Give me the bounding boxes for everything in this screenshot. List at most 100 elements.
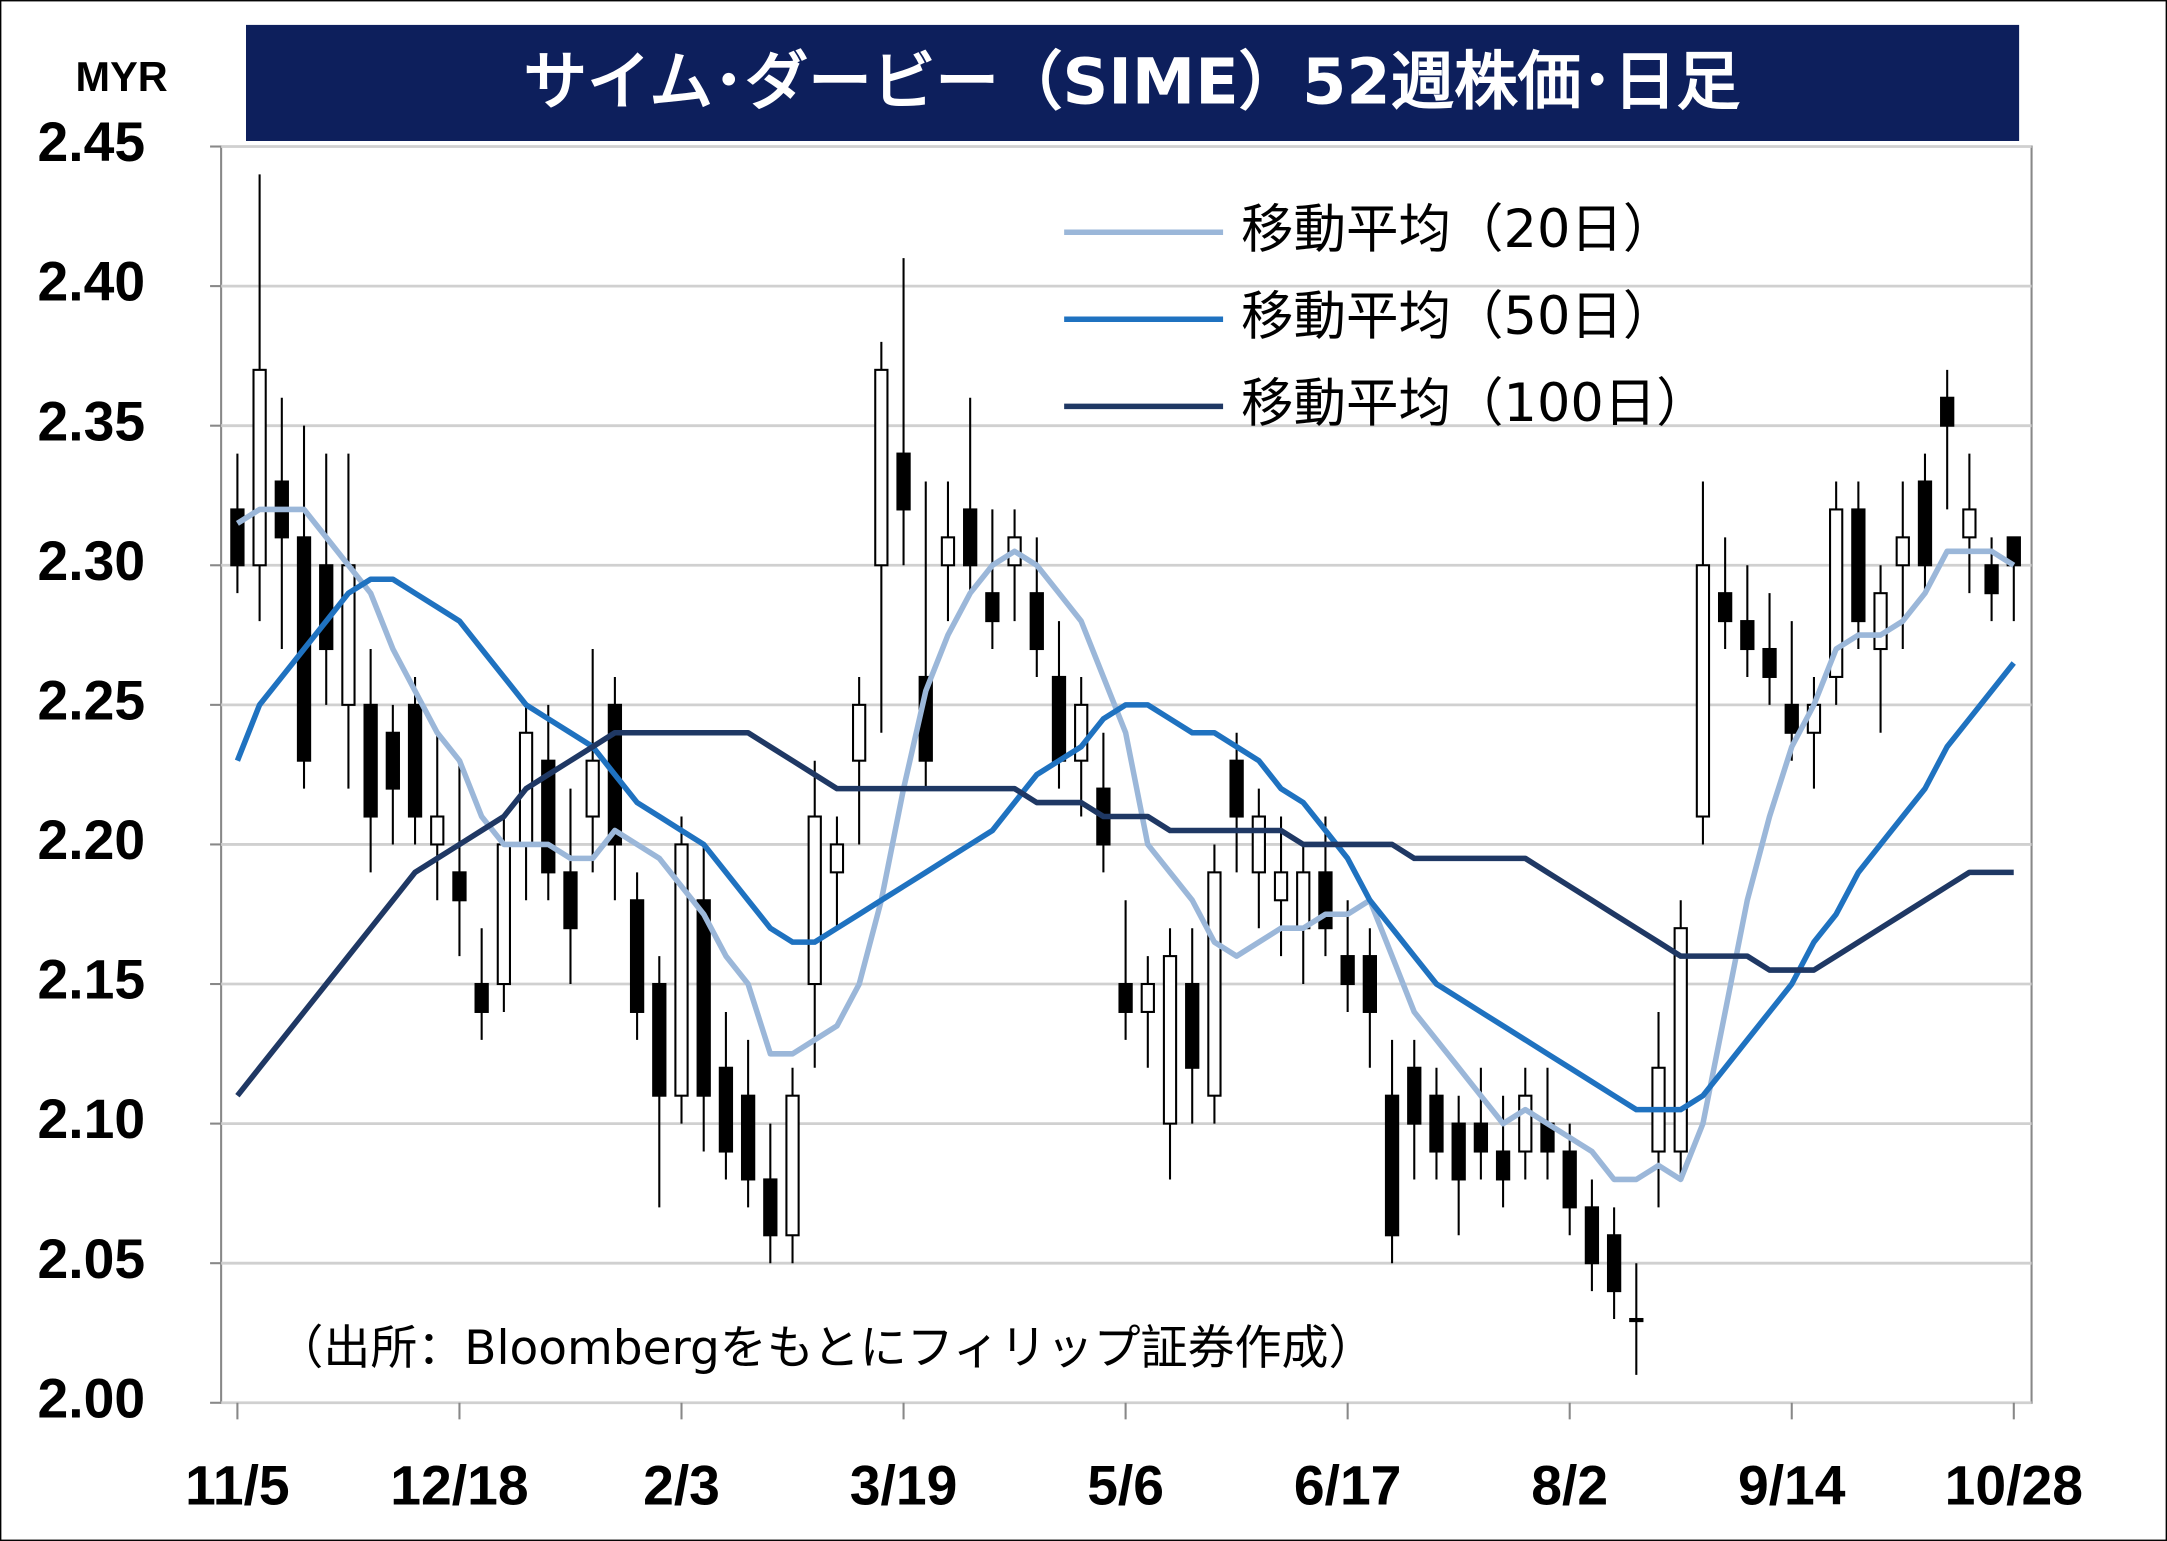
candle-body — [1051, 675, 1067, 762]
y-tick-label: 2.45 — [38, 111, 146, 173]
moving-average-line — [235, 506, 2016, 1183]
moving-average-line — [234, 576, 2016, 1113]
candle-body — [1895, 536, 1910, 567]
candle-body — [1273, 871, 1289, 902]
plot-area — [220, 145, 2033, 1404]
candle-body — [1851, 508, 1866, 623]
y-tick-label: 2.30 — [38, 530, 146, 592]
moving-average-line — [235, 730, 2014, 1098]
y-tick-label: 2.35 — [38, 390, 146, 452]
candle-body — [1784, 703, 1799, 734]
y-unit: MYR — [76, 53, 168, 100]
y-tick-label: 2.05 — [38, 1228, 146, 1290]
candle-body — [1384, 1094, 1400, 1237]
candle-body — [696, 899, 711, 1097]
candle-body — [1251, 815, 1266, 874]
candle-body — [496, 843, 512, 986]
x-tick-label: 12/18 — [390, 1454, 528, 1516]
candle-body — [1229, 759, 1244, 818]
candle-body — [1118, 982, 1133, 1013]
candle-body — [1340, 955, 1355, 986]
x-tick-label: 11/5 — [185, 1454, 290, 1516]
candle-body — [1451, 1122, 1466, 1181]
x-tick-label: 6/17 — [1294, 1454, 1402, 1516]
candle-body — [1407, 1066, 1422, 1125]
candle-body — [807, 815, 822, 986]
candle-body — [385, 731, 400, 790]
candle-body — [341, 564, 356, 706]
candle-body — [1673, 927, 1688, 1153]
candle-body — [585, 759, 600, 818]
candle-body — [763, 1178, 778, 1237]
candle-body — [2006, 536, 2021, 567]
candle-body — [1740, 620, 1755, 651]
legend-label: 移動平均（100日） — [1241, 373, 1709, 434]
legend-label: 移動平均（50日） — [1241, 286, 1675, 347]
candle-body — [829, 843, 845, 874]
candle-body — [452, 871, 467, 902]
candle-body — [407, 703, 423, 818]
y-tick-label: 2.00 — [38, 1367, 146, 1429]
candle-body — [1362, 955, 1377, 1013]
candle-body — [1829, 508, 1844, 678]
candle-body — [896, 452, 911, 511]
candle-body — [1717, 592, 1733, 623]
y-tick-label: 2.20 — [38, 809, 146, 871]
candle-body — [629, 899, 645, 1013]
y-tick-label: 2.40 — [38, 251, 146, 313]
candle-body — [430, 815, 445, 846]
candle-body — [1162, 955, 1178, 1125]
candle-body — [1695, 564, 1711, 818]
candle-body — [1917, 480, 1933, 567]
y-tick-label: 2.15 — [38, 949, 146, 1011]
candle-body — [852, 703, 867, 762]
candle-body — [1185, 982, 1200, 1069]
chart-title: サイム･ダービー（SIME）52週株価･日足 — [524, 44, 1741, 118]
candle-body — [1518, 1094, 1533, 1153]
marks — [230, 174, 2021, 1375]
candle-body — [1873, 592, 1888, 651]
x-tick-label: 9/14 — [1738, 1454, 1846, 1516]
x-tick-label: 2/3 — [643, 1454, 720, 1516]
candle-body — [785, 1094, 800, 1237]
candle-body — [252, 368, 267, 567]
candle-body — [563, 871, 578, 930]
x-tick-label: 8/2 — [1531, 1454, 1608, 1516]
candle-body — [1296, 871, 1311, 930]
candle-body — [1562, 1150, 1577, 1209]
candle-body — [1140, 982, 1155, 1013]
x-tick-label: 3/19 — [850, 1454, 958, 1516]
candle-body — [1429, 1094, 1444, 1153]
legend-label: 移動平均（20日） — [1241, 199, 1675, 260]
source-note: （出所：Bloombergをもとにフィリップ証券作成） — [276, 1321, 1375, 1376]
y-tick-label: 2.25 — [38, 669, 146, 731]
title-box — [245, 24, 2020, 141]
legend: 移動平均（20日） 移動平均（50日） 移動平均（100日） — [1064, 199, 1709, 434]
candle-body — [874, 368, 889, 567]
candle-body — [363, 703, 378, 818]
candle-body — [1984, 564, 1999, 595]
x-tick-label: 5/6 — [1087, 1454, 1164, 1516]
candle-body — [319, 564, 334, 651]
candle-body — [1762, 647, 1777, 678]
y-tick-label: 2.10 — [38, 1088, 146, 1150]
candle-body — [985, 592, 1000, 623]
candle-body — [1584, 1206, 1600, 1265]
candle-body — [1495, 1150, 1511, 1181]
candle-body — [740, 1094, 756, 1181]
candle-body — [963, 508, 978, 567]
candle-body — [674, 843, 689, 1097]
candle-body — [940, 536, 956, 567]
candle-body — [1473, 1122, 1489, 1153]
candle-body — [1207, 871, 1222, 1097]
candle-body — [718, 1066, 734, 1153]
candle-body — [652, 982, 667, 1097]
candle-body — [1962, 508, 1977, 539]
candle-body — [1940, 396, 1955, 427]
candle-body — [1029, 592, 1044, 651]
candle-body — [1629, 1317, 1644, 1323]
x-tick-label: 10/28 — [1945, 1454, 2083, 1516]
candle-body — [1606, 1234, 1622, 1293]
